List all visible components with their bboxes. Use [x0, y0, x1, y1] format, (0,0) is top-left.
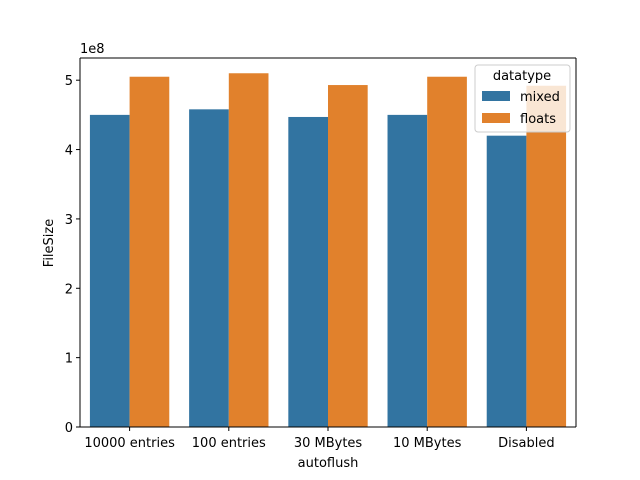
legend-label-mixed: mixed — [520, 90, 560, 105]
legend-label-floats: floats — [520, 112, 556, 127]
bar-floats-0 — [129, 76, 170, 427]
legend-swatch-mixed — [482, 91, 510, 101]
y-tick-label-2: 2 — [65, 282, 73, 297]
y-offset-text: 1e8 — [80, 42, 105, 57]
legend: datatype mixed floats — [474, 64, 571, 133]
x-tick-label-4: Disabled — [498, 436, 554, 451]
bars-group — [89, 73, 567, 428]
y-tick-label-3: 3 — [65, 213, 73, 228]
y-tick-label-0: 0 — [65, 421, 73, 436]
legend-title: datatype — [493, 69, 551, 84]
x-tick-label-0: 10000 entries — [84, 436, 175, 451]
bar-mixed-3 — [387, 114, 428, 427]
bar-mixed-4 — [486, 135, 527, 427]
axes-group: 0 1 2 3 4 5 10000 entries 100 entries 30 MBytes 1… — [65, 57, 577, 451]
bar-floats-2 — [328, 85, 368, 428]
y-tick-label-1: 1 — [65, 352, 73, 367]
x-tick-label-2: 30 MBytes — [294, 436, 363, 451]
x-tick-label-3: 10 MBytes — [393, 436, 462, 451]
bar-floats-3 — [427, 76, 467, 427]
bar-floats-1 — [228, 73, 269, 427]
bar-mixed-0 — [89, 114, 130, 427]
y-axis-label: FileSize — [42, 219, 57, 267]
bar-floats-4 — [526, 85, 567, 428]
bar-mixed-1 — [189, 109, 229, 427]
y-tick-label-4: 4 — [65, 144, 73, 159]
bar-mixed-2 — [288, 116, 328, 428]
legend-swatch-floats — [482, 113, 510, 123]
x-axis-label: autoflush — [298, 456, 359, 471]
x-tick-label-1: 100 entries — [192, 436, 266, 451]
y-tick-label-5: 5 — [65, 74, 73, 89]
